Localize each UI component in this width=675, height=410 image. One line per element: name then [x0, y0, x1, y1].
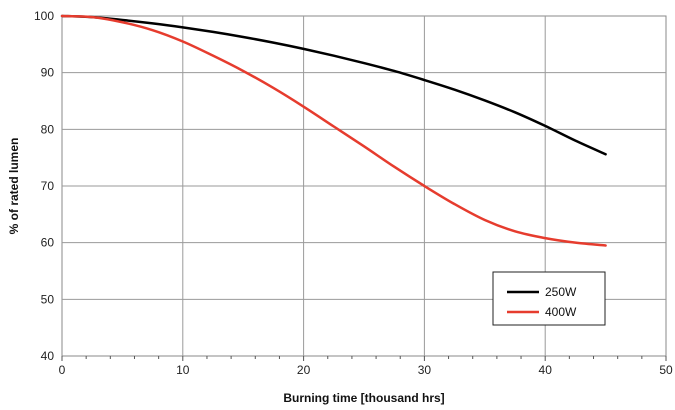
- x-tick-label: 20: [297, 363, 311, 377]
- legend-label-400w: 400W: [545, 305, 577, 319]
- y-tick-label: 90: [41, 66, 55, 80]
- legend-box: [492, 271, 606, 326]
- x-tick-labels: 0 10 20 30 40 50: [59, 363, 673, 377]
- x-tick-label: 30: [418, 363, 432, 377]
- y-tick-labels: 40 50 60 70 80 90 100: [34, 9, 54, 363]
- x-tick-label: 50: [659, 363, 673, 377]
- y-tick-label: 100: [34, 9, 54, 23]
- legend-label-250w: 250W: [545, 285, 577, 299]
- y-tick-label: 60: [41, 236, 55, 250]
- series-line-250w: [60, 14, 607, 156]
- y-tick-label: 50: [41, 292, 55, 306]
- series-line-400w: [60, 14, 607, 247]
- y-tick-label: 40: [41, 349, 55, 363]
- x-minor-ticks: [61, 356, 667, 361]
- grid-lines: [62, 16, 666, 356]
- x-tick-label: 40: [539, 363, 553, 377]
- y-tick-label: 80: [41, 122, 55, 136]
- x-axis-label: Burning time [thousand hrs]: [283, 391, 444, 405]
- series-lines: [60, 14, 607, 247]
- y-axis-label: % of rated lumen: [7, 138, 21, 235]
- x-tick-label: 10: [176, 363, 190, 377]
- x-tick-label: 0: [59, 363, 66, 377]
- legend: 250W 400W: [492, 271, 606, 326]
- y-tick-label: 70: [41, 179, 55, 193]
